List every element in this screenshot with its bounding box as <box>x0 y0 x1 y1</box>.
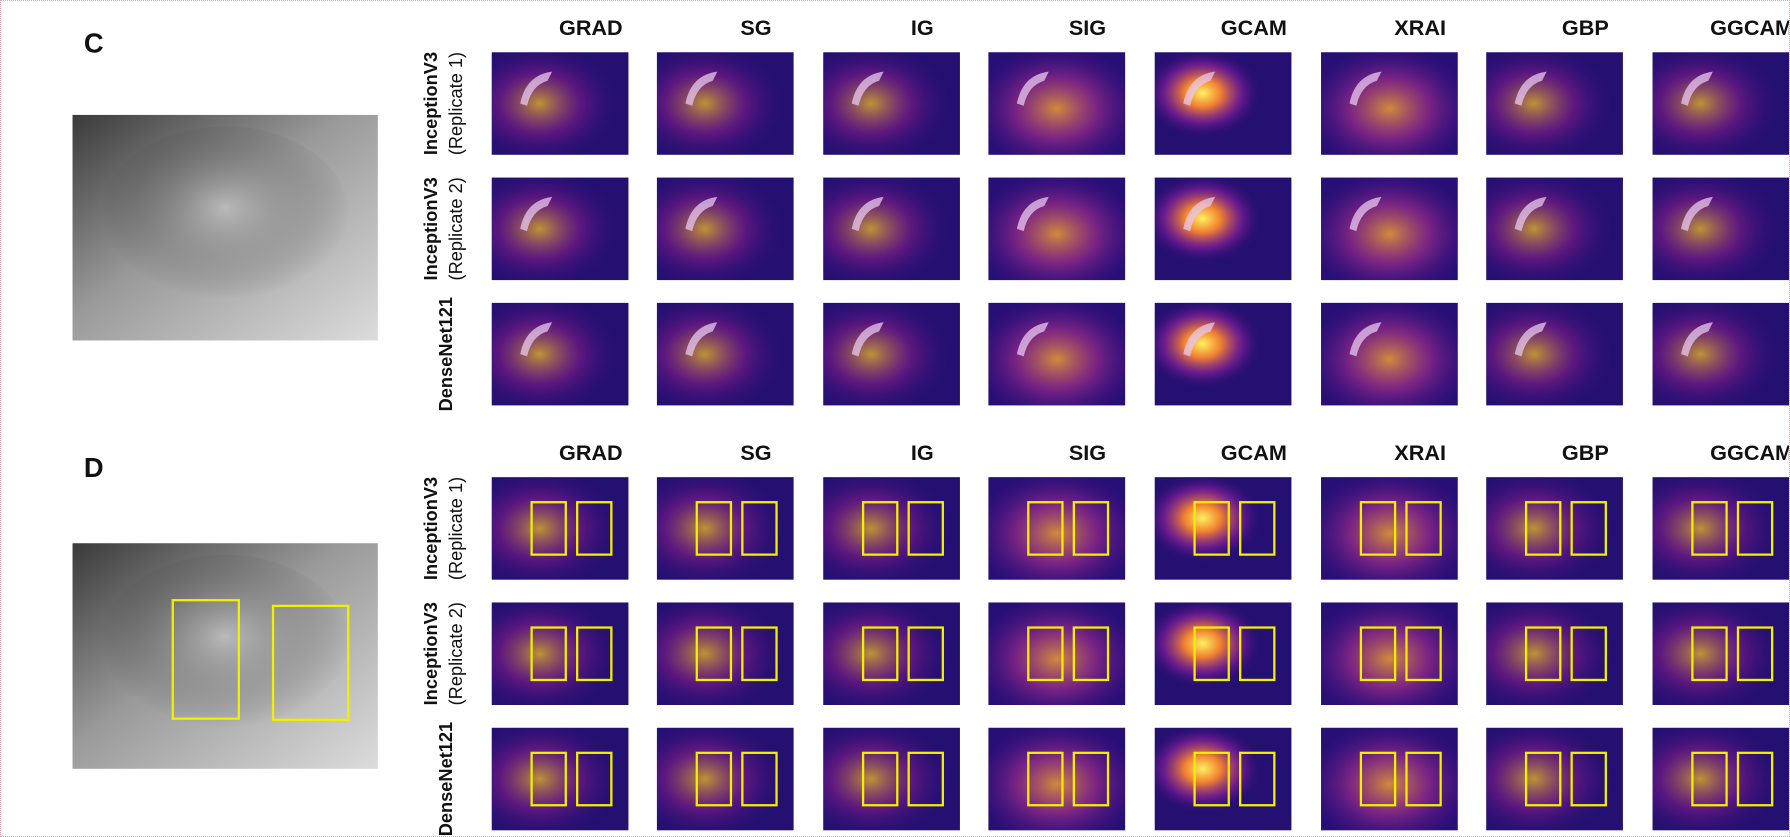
saliency-overlay <box>492 303 629 406</box>
column-header: IG <box>911 440 934 465</box>
saliency-overlay <box>1321 178 1458 281</box>
figure: CGRADSGIGSIGGCAMXRAIGBPGGCAMInceptionV3(… <box>0 0 1790 837</box>
saliency-overlay <box>1486 728 1623 831</box>
row-label: InceptionV3 <box>421 477 441 580</box>
column-header: XRAI <box>1394 440 1446 465</box>
saliency-overlay <box>1486 178 1623 281</box>
saliency-overlay <box>1155 728 1292 831</box>
column-header: GCAM <box>1221 15 1287 40</box>
xray-lungs <box>100 555 351 737</box>
row-label: InceptionV3 <box>421 177 441 280</box>
saliency-overlay <box>1653 602 1790 705</box>
saliency-overlay <box>823 602 960 705</box>
saliency-overlay <box>492 602 629 705</box>
saliency-overlay <box>1155 303 1292 406</box>
xray-lungs <box>100 126 351 308</box>
panel-label: C <box>84 27 104 58</box>
saliency-overlay <box>1321 303 1458 406</box>
saliency-overlay <box>1486 602 1623 705</box>
row-label: (Replicate 1) <box>446 477 466 580</box>
column-header: SG <box>740 440 771 465</box>
column-header: GBP <box>1562 440 1609 465</box>
row-label: (Replicate 1) <box>446 52 466 155</box>
column-header: GGCAM <box>1710 440 1790 465</box>
saliency-overlay <box>1653 52 1790 155</box>
column-header: XRAI <box>1394 15 1446 40</box>
saliency-overlay <box>1653 178 1790 281</box>
row-label: InceptionV3 <box>421 602 441 705</box>
saliency-overlay <box>492 52 629 155</box>
saliency-overlay <box>657 602 794 705</box>
saliency-overlay <box>657 728 794 831</box>
column-header: SG <box>740 15 771 40</box>
saliency-overlay <box>492 728 629 831</box>
saliency-overlay <box>1486 477 1623 580</box>
saliency-overlay <box>1653 728 1790 831</box>
saliency-overlay <box>988 602 1125 705</box>
saliency-overlay <box>1155 602 1292 705</box>
column-header: GRAD <box>559 15 623 40</box>
saliency-overlay <box>1486 303 1623 406</box>
saliency-overlay <box>657 52 794 155</box>
saliency-overlay <box>1155 477 1292 580</box>
saliency-overlay <box>988 303 1125 406</box>
saliency-overlay <box>1321 477 1458 580</box>
saliency-overlay <box>988 52 1125 155</box>
saliency-overlay <box>823 728 960 831</box>
column-header: IG <box>911 15 934 40</box>
saliency-overlay <box>1653 303 1790 406</box>
column-header: GBP <box>1562 15 1609 40</box>
saliency-overlay <box>823 52 960 155</box>
row-label: InceptionV3 <box>421 52 441 155</box>
saliency-overlay <box>657 477 794 580</box>
saliency-overlay <box>492 178 629 281</box>
saliency-overlay <box>823 477 960 580</box>
row-label: (Replicate 2) <box>446 602 466 705</box>
saliency-overlay <box>657 303 794 406</box>
column-header: SIG <box>1069 15 1106 40</box>
saliency-overlay <box>1321 728 1458 831</box>
row-label: DenseNet121 <box>436 722 456 836</box>
saliency-overlay <box>988 728 1125 831</box>
column-header: GCAM <box>1221 440 1287 465</box>
panel-label: D <box>84 452 104 483</box>
saliency-overlay <box>1321 602 1458 705</box>
saliency-overlay <box>988 477 1125 580</box>
saliency-overlay <box>1321 52 1458 155</box>
saliency-overlay <box>657 178 794 281</box>
column-header: GGCAM <box>1710 15 1790 40</box>
saliency-overlay <box>1155 178 1292 281</box>
column-header: GRAD <box>559 440 623 465</box>
saliency-overlay <box>823 178 960 281</box>
saliency-overlay <box>1486 52 1623 155</box>
row-label: DenseNet121 <box>436 297 456 411</box>
saliency-overlay <box>823 303 960 406</box>
saliency-overlay <box>492 477 629 580</box>
row-label: (Replicate 2) <box>446 177 466 280</box>
column-header: SIG <box>1069 440 1106 465</box>
saliency-overlay <box>1155 52 1292 155</box>
saliency-overlay <box>1653 477 1790 580</box>
saliency-overlay <box>988 178 1125 281</box>
